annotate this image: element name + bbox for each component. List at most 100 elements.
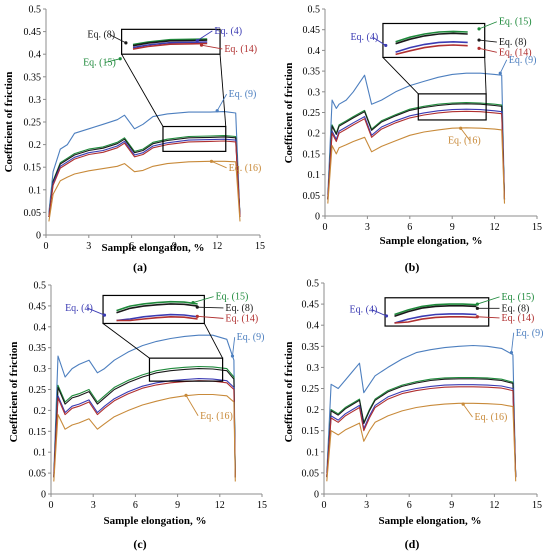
- x-tick-label: 9: [449, 500, 454, 511]
- annotation-label-eq-14: Eq. (14): [502, 313, 535, 324]
- inset-line-eq-4: [394, 313, 477, 324]
- series-line-eq-8: [327, 103, 506, 200]
- y-tick-label: 0.35: [29, 343, 47, 354]
- annotation-arrowhead-eq-15: [477, 27, 481, 31]
- x-axis-label: Sample elongation, %: [379, 515, 482, 527]
- y-tick-label: 0.4: [307, 321, 320, 332]
- annotation-label-eq-4: Eq. (4): [214, 26, 242, 37]
- y-axis-label: Coefficient of friction: [8, 342, 20, 443]
- inset-line-eq-15: [116, 300, 198, 312]
- annotation-arrowhead-eq-14: [475, 315, 479, 319]
- annotation-label-eq-15: Eq. (15): [216, 292, 249, 303]
- annotation-label-eq-14: Eq. (14): [499, 47, 532, 58]
- annotation-label-eq-15: Eq. (15): [499, 17, 532, 28]
- inset-line-eq-14: [394, 315, 477, 324]
- series-line-eq-9: [327, 72, 506, 200]
- series-line-eq-16: [48, 160, 241, 222]
- annotation-leader-eq-9: [216, 93, 228, 111]
- annotation-label-eq-4: Eq. (4): [65, 303, 93, 314]
- y-tick-label: 0.1: [308, 170, 321, 181]
- annotation-label-eq-16: Eq. (16): [475, 412, 508, 423]
- annotation-leader-eq-4: [371, 309, 387, 317]
- y-tick-label: 0: [36, 231, 41, 242]
- x-axis-label: Sample elongation, %: [380, 235, 483, 247]
- annotation-label-eq-8: Eq. (8): [225, 303, 253, 314]
- x-tick-label: 3: [91, 500, 96, 511]
- y-tick-label: 0.05: [29, 469, 47, 480]
- y-tick-label: 0.1: [29, 185, 42, 196]
- annotation-label-eq-14: Eq. (14): [224, 44, 257, 55]
- series-line-eq-9: [53, 334, 236, 478]
- panel-c: Coefficient of friction Sample elongatio…: [8, 281, 267, 552]
- y-tick-label: 0.4: [308, 46, 321, 57]
- x-tick-label: 0: [322, 500, 327, 511]
- annotation-arrowhead-eq-9: [215, 109, 219, 113]
- annotation-arrowhead-eq-4: [102, 313, 107, 317]
- annotation-leader-eq-14: [477, 316, 500, 319]
- y-tick-label: 0.3: [29, 95, 42, 106]
- annotation-leader-eq-15: [477, 296, 500, 305]
- y-tick-label: 0.5: [29, 5, 42, 16]
- annotation-label-eq-15: Eq. (15): [83, 58, 116, 69]
- annotation-leader-eq-8: [197, 306, 224, 309]
- x-tick-label: 15: [257, 500, 267, 511]
- series-line-eq-16: [327, 127, 506, 204]
- annotation-leader-eq-14: [478, 47, 497, 53]
- y-tick-label: 0: [314, 490, 319, 501]
- inset-line-eq-4: [395, 40, 468, 53]
- y-tick-label: 0.5: [308, 5, 321, 16]
- series-line-eq-15: [53, 365, 236, 478]
- zoom-connector-line: [219, 54, 227, 127]
- x-tick-label: 3: [364, 500, 369, 511]
- y-tick-label: 0.05: [24, 208, 42, 219]
- zoom-connector-line: [382, 57, 419, 95]
- zoom-connector-line: [484, 57, 487, 94]
- series-line-eq-15: [326, 376, 517, 478]
- y-tick-label: 0.2: [308, 129, 321, 140]
- series-line-eq-9: [326, 344, 517, 478]
- annotation-leader-eq-9: [232, 337, 236, 357]
- annotation-leader-eq-9: [510, 332, 515, 353]
- x-tick-label: 0: [323, 222, 328, 233]
- annotation-label-eq-4: Eq. (4): [350, 305, 378, 316]
- annotation-arrowhead-eq-14: [199, 43, 204, 47]
- y-tick-label: 0.35: [302, 342, 320, 353]
- y-tick-label: 0.15: [303, 149, 321, 160]
- annotation-leader-eq-16: [185, 395, 199, 416]
- zoom-connector-line: [203, 323, 224, 359]
- y-tick-label: 0.45: [302, 300, 320, 311]
- annotation-arrowhead-eq-4: [195, 39, 199, 43]
- y-tick-label: 0.35: [303, 67, 321, 78]
- y-tick-label: 0.25: [24, 118, 42, 129]
- y-tick-label: 0: [315, 212, 320, 223]
- y-axis-label: Coefficient of friction: [283, 342, 295, 443]
- x-tick-label: 15: [532, 500, 542, 511]
- inset-line-eq-14: [132, 42, 208, 50]
- inset-line-eq-4: [116, 313, 198, 322]
- annotation-leader-eq-16: [211, 160, 227, 169]
- annotation-leader-eq-14: [197, 315, 224, 319]
- x-tick-label: 3: [365, 222, 370, 233]
- y-tick-label: 0.2: [34, 406, 47, 417]
- x-tick-label: 0: [49, 500, 54, 511]
- annotation-label-eq-9: Eq. (9): [509, 55, 537, 66]
- series-line-eq-4: [53, 378, 236, 478]
- y-tick-label: 0.15: [302, 426, 320, 437]
- y-tick-label: 0.45: [29, 301, 47, 312]
- series-line-eq-4: [326, 384, 517, 478]
- zoom-region-box: [417, 93, 487, 121]
- annotation-label-eq-9: Eq. (9): [229, 89, 257, 100]
- annotation-label-eq-15: Eq. (15): [502, 292, 535, 303]
- annotation-arrowhead-eq-15: [118, 57, 122, 61]
- zoom-region-box: [148, 357, 224, 382]
- y-tick-label: 0.2: [307, 405, 320, 416]
- annotation-arrowhead-eq-8: [475, 306, 479, 310]
- y-axis-label: Coefficient of friction: [283, 63, 295, 164]
- x-tick-label: 9: [450, 222, 455, 233]
- x-tick-label: 0: [44, 241, 49, 252]
- y-tick-label: 0.3: [307, 363, 320, 374]
- annotation-label-eq-16: Eq. (16): [229, 163, 262, 174]
- annotation-leader-eq-8: [479, 39, 497, 43]
- annotation-arrowhead-eq-16: [459, 126, 463, 130]
